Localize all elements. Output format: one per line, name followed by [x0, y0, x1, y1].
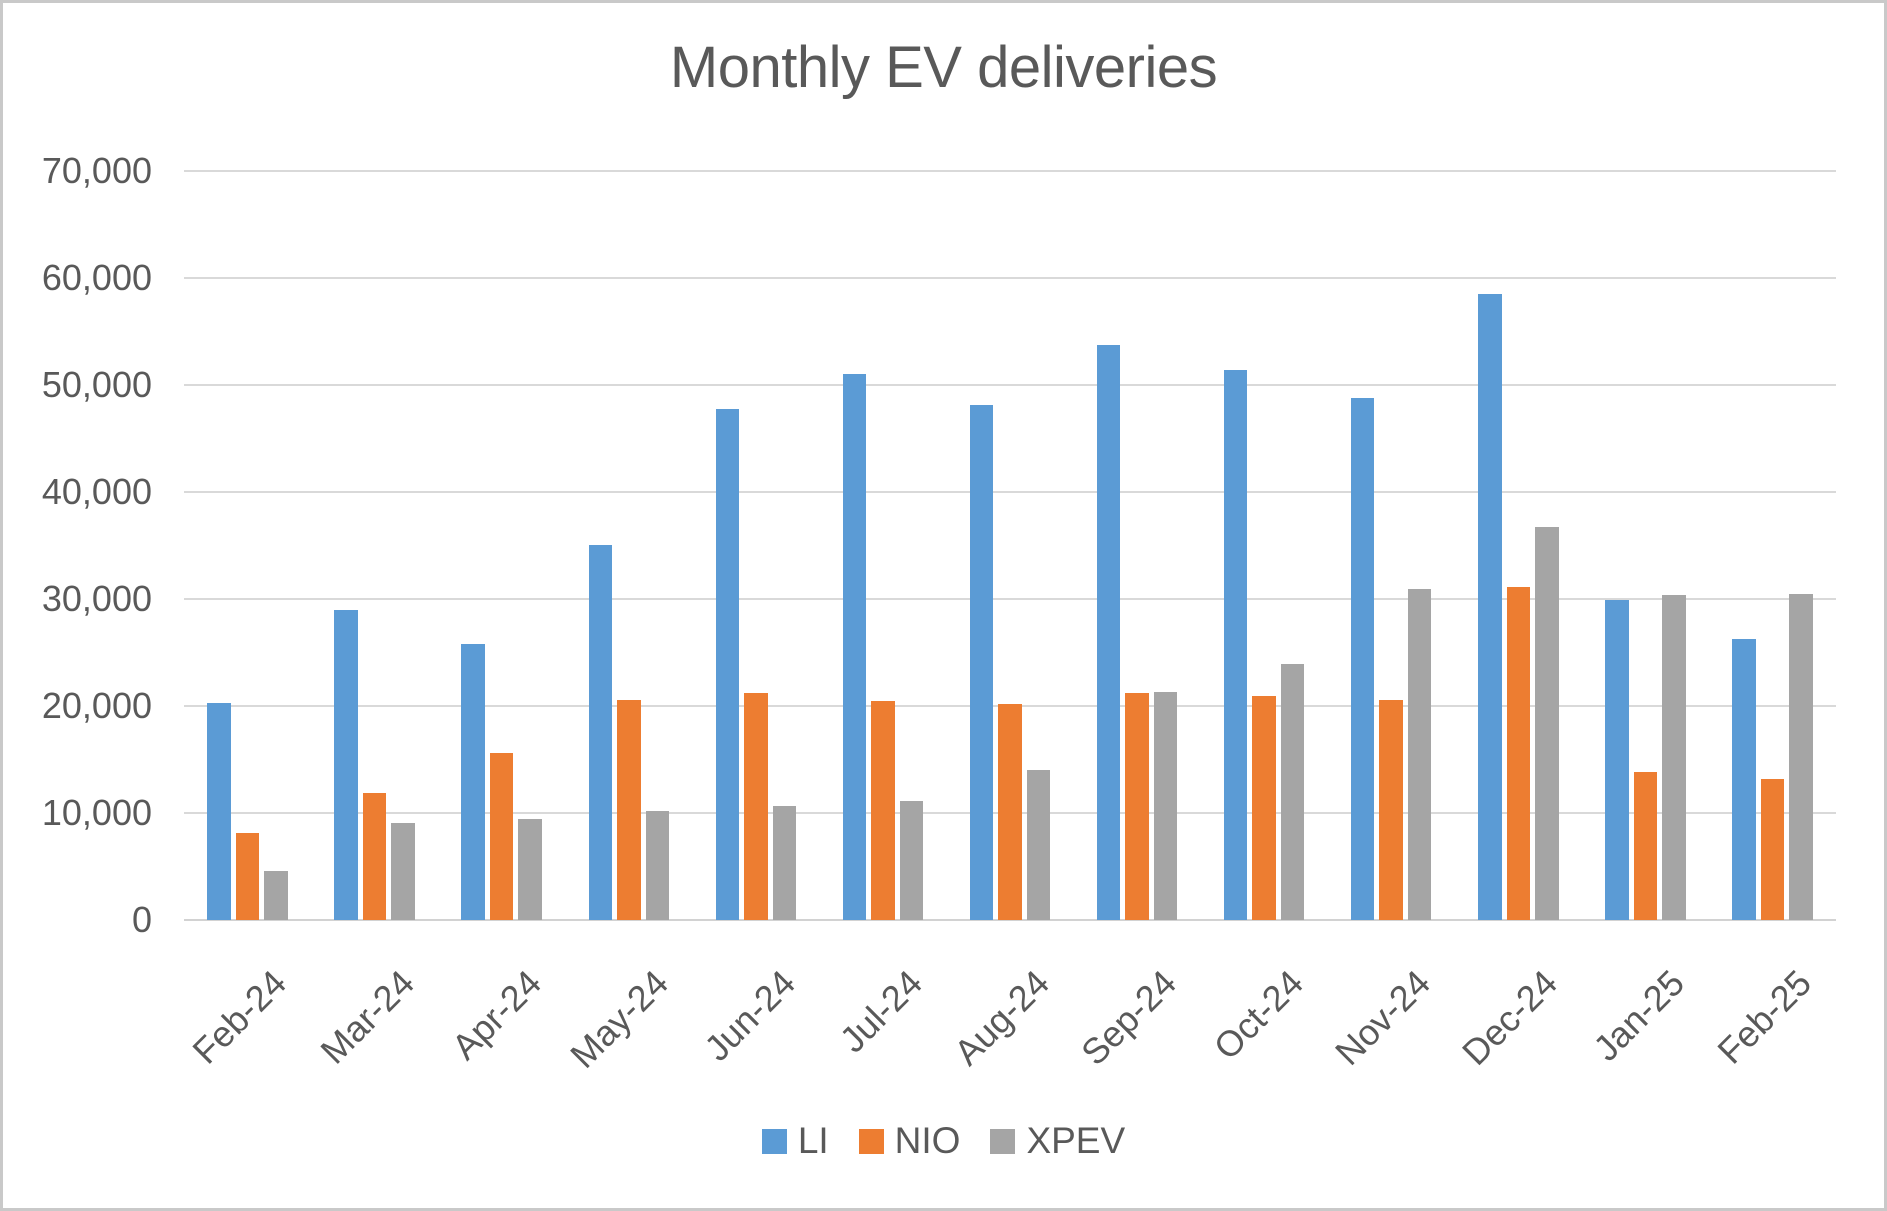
bar-li-dec-24: [1478, 293, 1502, 920]
legend-item-xpev: XPEV: [990, 1120, 1125, 1162]
y-tick-label-0: 0: [131, 899, 152, 940]
bar-nio-mar-24: [362, 793, 387, 920]
legend-label-nio: NIO: [894, 1120, 961, 1161]
bar-nio-may-24: [617, 700, 641, 920]
x-tick-label-apr-24: Apr-24: [443, 962, 549, 1068]
bar-nio-aug-24: [998, 704, 1022, 920]
x-tick-label-jan-25: Jan-25: [1585, 962, 1693, 1069]
y-tick-label-30000: 30,000: [41, 578, 152, 619]
x-axis-line: [184, 919, 1836, 921]
bar-li-mar-24: [334, 609, 358, 920]
x-tick-label-jun-24: Jun-24: [696, 962, 803, 1069]
x-tick-label-may-24: May-24: [561, 962, 676, 1076]
bar-xpev-apr-24: [518, 819, 542, 920]
bar-li-may-24: [588, 545, 613, 920]
bar-xpev-feb-25: [1789, 594, 1813, 920]
bar-li-nov-24: [1350, 398, 1375, 920]
bar-nio-jan-25: [1633, 771, 1658, 920]
bar-nio-jul-24: [871, 700, 895, 920]
y-tick-label-50000: 50,000: [41, 364, 152, 405]
x-tick-label-dec-24: Dec-24: [1454, 962, 1566, 1074]
bar-xpev-aug-24: [1026, 769, 1051, 920]
bar-li-oct-24: [1223, 369, 1248, 920]
bar-xpev-may-24: [645, 811, 670, 920]
bar-xpev-oct-24: [1280, 664, 1305, 920]
bar-li-jan-25: [1605, 599, 1629, 920]
legend-swatch-nio: [858, 1128, 884, 1154]
bar-li-apr-24: [461, 644, 485, 920]
bar-xpev-mar-24: [391, 823, 415, 920]
y-tick-label-70000: 70,000: [41, 150, 152, 191]
bar-li-jul-24: [842, 374, 867, 920]
bar-li-jun-24: [715, 408, 740, 920]
legend-swatch-xpev: [990, 1128, 1016, 1154]
bar-nio-dec-24: [1506, 586, 1531, 920]
gridline-70000: [184, 170, 1836, 172]
gridline-60000: [184, 277, 1836, 279]
bar-nio-feb-25: [1760, 778, 1785, 920]
bar-xpev-jul-24: [899, 800, 924, 920]
bar-li-feb-24: [207, 703, 231, 920]
gridline-30000: [184, 598, 1836, 600]
bar-nio-jun-24: [744, 693, 768, 920]
bar-xpev-nov-24: [1407, 589, 1432, 920]
legend-label-xpev: XPEV: [1026, 1120, 1126, 1161]
gridline-50000: [184, 384, 1836, 386]
gridline-40000: [184, 491, 1836, 493]
y-tick-label-40000: 40,000: [41, 471, 152, 512]
legend-label-li: LI: [797, 1120, 829, 1161]
x-tick-label-feb-24: Feb-24: [184, 962, 295, 1072]
bar-li-sep-24: [1096, 345, 1121, 920]
bar-xpev-jun-24: [772, 805, 797, 920]
x-tick-label-feb-25: Feb-25: [1709, 962, 1820, 1072]
x-tick-label-aug-24: Aug-24: [945, 962, 1057, 1074]
bar-nio-feb-24: [235, 832, 260, 920]
x-tick-label-sep-24: Sep-24: [1072, 962, 1185, 1074]
legend: LI NIO XPEV: [0, 1120, 1887, 1162]
y-tick-label-60000: 60,000: [41, 257, 152, 298]
chart-title: Monthly EV deliveries: [669, 35, 1218, 100]
bar-xpev-sep-24: [1153, 691, 1178, 920]
bar-li-aug-24: [969, 405, 994, 920]
y-tick-label-20000: 20,000: [41, 685, 152, 726]
bar-nio-oct-24: [1252, 695, 1276, 920]
x-tick-label-mar-24: Mar-24: [311, 962, 422, 1072]
legend-item-li: LI: [761, 1120, 829, 1162]
bar-xpev-dec-24: [1535, 527, 1559, 920]
legend-item-nio: NIO: [858, 1120, 961, 1162]
bar-xpev-feb-24: [264, 871, 288, 920]
legend-swatch-li: [761, 1128, 787, 1154]
bar-nio-sep-24: [1125, 693, 1149, 920]
bar-nio-nov-24: [1379, 699, 1403, 920]
bar-xpev-jan-25: [1662, 595, 1686, 920]
y-tick-label-10000: 10,000: [41, 792, 152, 833]
x-tick-label-oct-24: Oct-24: [1205, 962, 1312, 1068]
bar-li-feb-25: [1732, 638, 1756, 920]
bar-nio-apr-24: [489, 752, 514, 920]
x-tick-label-nov-24: Nov-24: [1327, 962, 1439, 1074]
x-tick-label-jul-24: Jul-24: [831, 962, 930, 1061]
